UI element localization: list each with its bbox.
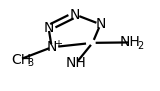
Text: N: N (70, 8, 80, 22)
Text: N: N (43, 21, 54, 35)
Text: NH: NH (119, 35, 140, 49)
Text: N: N (47, 40, 57, 54)
Text: N: N (95, 17, 106, 31)
Text: NH: NH (66, 56, 86, 70)
Text: +: + (54, 39, 62, 49)
Text: 3: 3 (27, 58, 33, 68)
Text: CH: CH (11, 53, 31, 67)
Text: 2: 2 (137, 41, 143, 51)
